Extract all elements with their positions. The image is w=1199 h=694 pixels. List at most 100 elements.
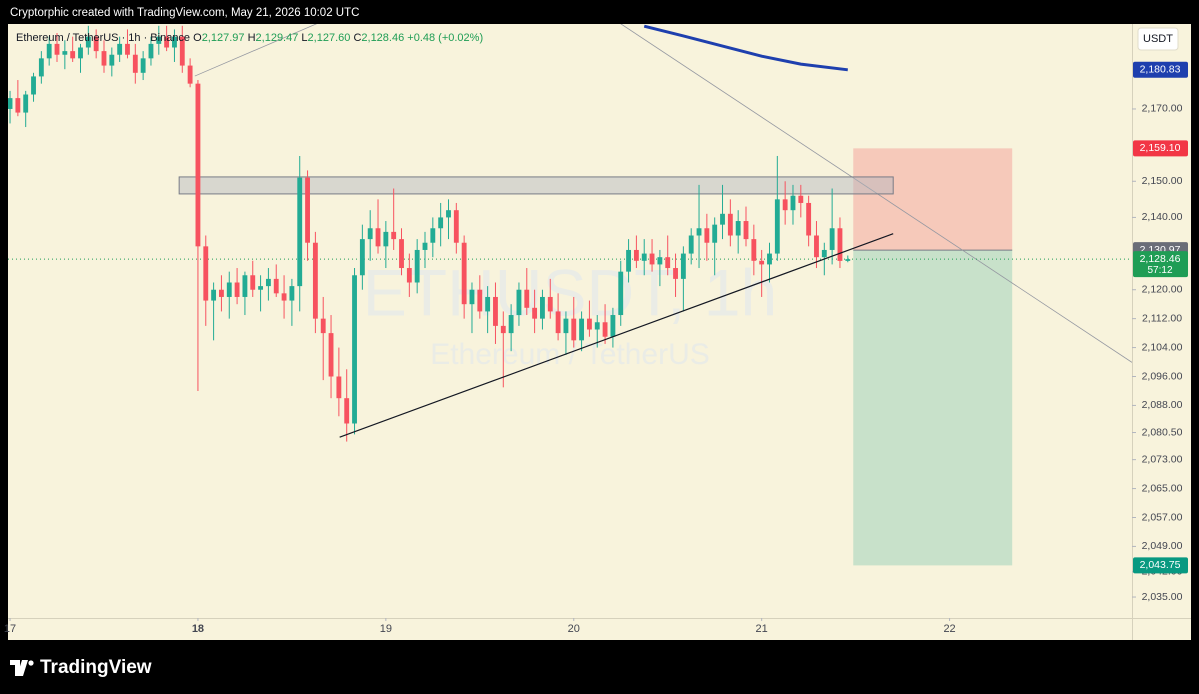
candle-body <box>406 268 412 283</box>
candle-body <box>320 318 326 334</box>
candle-body <box>23 94 29 113</box>
price-label: 2,180.83 <box>1140 64 1181 76</box>
legend-key: O <box>193 32 202 44</box>
candle-body <box>469 289 475 305</box>
logo-text: TradingView <box>40 657 152 678</box>
candle-body <box>219 289 224 297</box>
candle-body <box>790 195 796 211</box>
candle-body <box>8 98 13 109</box>
candle-body <box>414 249 420 283</box>
candle-body <box>665 257 671 269</box>
candle-body <box>508 315 514 334</box>
y-tick-label: 2,057.00 <box>1142 511 1183 523</box>
candle-body <box>532 307 538 319</box>
legend-value: 2,128.46 <box>361 32 404 44</box>
candle-body <box>727 213 733 236</box>
candle-body <box>477 289 483 312</box>
candle-body <box>500 325 506 334</box>
candle-body <box>555 311 561 334</box>
legend-key: L <box>301 32 307 44</box>
candle-body <box>704 228 710 243</box>
candle-body <box>38 58 44 77</box>
candle-body <box>743 221 749 240</box>
candle-body <box>383 231 389 247</box>
y-tick-label: 2,073.00 <box>1142 453 1183 465</box>
candle-body <box>148 43 154 59</box>
candle-body <box>359 239 365 276</box>
y-tick-label: 2,140.00 <box>1142 211 1183 223</box>
price-label: 2,043.75 <box>1140 559 1181 571</box>
candle-body <box>461 242 467 305</box>
candle-body <box>62 51 68 55</box>
candle-body <box>273 278 279 294</box>
change: +0.48 (+0.02%) <box>407 32 483 44</box>
candle-body <box>759 260 765 265</box>
candle-body <box>610 315 616 337</box>
candle-body <box>179 36 185 66</box>
price-label-box <box>1133 140 1188 157</box>
candle-body <box>93 36 99 52</box>
candle-body <box>688 235 694 254</box>
candle-body <box>516 289 522 316</box>
candle-body <box>78 47 83 59</box>
y-tick-label: 2,035.00 <box>1142 591 1183 603</box>
candle-body <box>821 249 827 258</box>
y-tick-label: 2,096.00 <box>1142 370 1183 382</box>
y-tick-label: 2,120.00 <box>1142 284 1183 296</box>
candle-body <box>618 271 624 316</box>
candle-body <box>594 322 600 330</box>
candle-body <box>15 98 21 113</box>
candle-body <box>641 253 647 261</box>
y-tick-label: 2,065.00 <box>1142 482 1183 494</box>
countdown: 57:12 <box>1147 265 1172 276</box>
candle-body <box>312 242 318 319</box>
candle-body <box>782 199 788 211</box>
candle-body <box>54 43 60 55</box>
candle-body <box>767 253 772 265</box>
candle-body <box>602 322 608 337</box>
price-label: 2,159.10 <box>1140 142 1181 154</box>
candle-body <box>250 275 256 290</box>
x-tick-label: 18 <box>192 623 204 635</box>
candle-body <box>328 333 334 377</box>
candle-body <box>696 228 702 236</box>
candle-body <box>344 398 350 424</box>
y-tick-label: 2,112.00 <box>1142 312 1182 324</box>
candle-body <box>46 43 52 59</box>
candle-body <box>195 83 201 247</box>
candle-body <box>680 253 686 279</box>
candle-body <box>305 177 310 243</box>
candle-body <box>297 177 303 287</box>
symbol: Ethereum / TetherUS · 1h · Binance <box>16 32 190 44</box>
candle-body <box>633 249 639 261</box>
candle-body <box>399 239 404 269</box>
candle-body <box>837 228 843 261</box>
y-tick-label: 2,170.00 <box>1142 103 1183 115</box>
candle-body <box>31 76 36 95</box>
candle-body <box>438 217 444 229</box>
candle-body <box>751 239 757 261</box>
candle-body <box>281 293 287 301</box>
axes: 2,170.00 2,150.00 2,140.00 2,120.00 2,112.00… <box>4 61 1188 635</box>
x-tick-label: 20 <box>568 623 580 635</box>
x-tick-label: 19 <box>380 623 392 635</box>
candle-body <box>524 289 530 308</box>
candle-body <box>164 36 170 48</box>
candle-body <box>563 318 569 334</box>
candle-body <box>70 51 76 59</box>
candle-body <box>774 199 780 254</box>
candle-body <box>571 318 577 341</box>
legend-value: 2,129.47 <box>256 32 299 44</box>
x-tick-label: 21 <box>756 623 768 635</box>
price-label-box <box>1133 61 1188 78</box>
legend-key: H <box>248 32 256 44</box>
price-label-box <box>1133 557 1188 574</box>
resistance-zone <box>178 176 894 195</box>
logo-icon <box>10 660 34 676</box>
candle-body <box>391 231 397 240</box>
candle-body <box>125 43 130 55</box>
header-text: Cryptorphic created with TradingView.com… <box>10 7 359 19</box>
candle-body <box>203 246 209 301</box>
candle-body <box>485 296 491 312</box>
price-label-box <box>1133 251 1188 278</box>
